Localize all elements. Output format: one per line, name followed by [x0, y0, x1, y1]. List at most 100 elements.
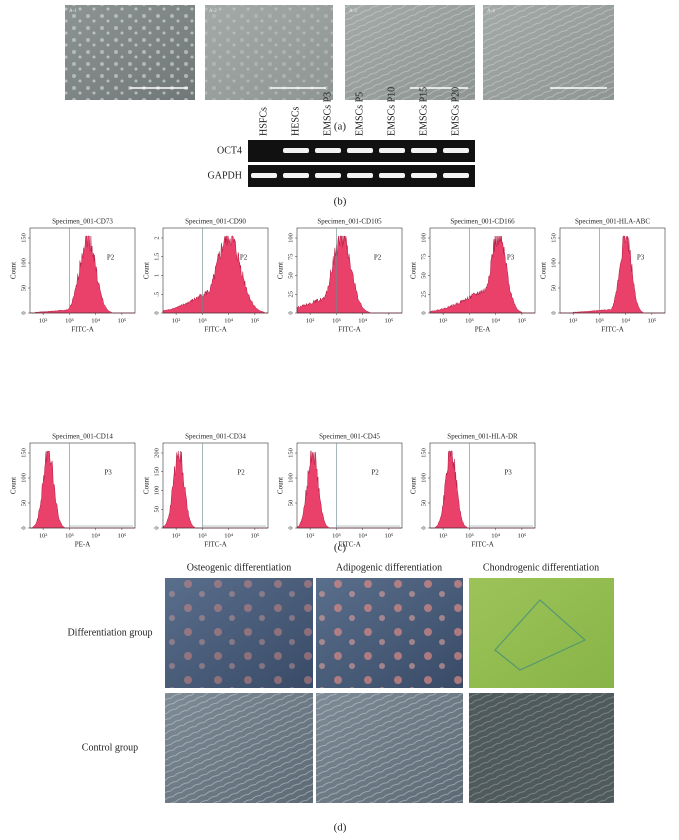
x-tick-label: 10⁴	[91, 317, 101, 324]
gate-label: P3	[637, 254, 645, 262]
y-tick-label: 0	[20, 526, 27, 529]
plot-frame	[29, 227, 136, 314]
y-tick-label: 100	[20, 258, 27, 268]
y-tick-label: 25	[287, 291, 294, 298]
y-tick-label: .5	[153, 292, 160, 297]
x-tick-label: 10⁴	[491, 532, 501, 539]
x-tick-label: 10²	[39, 317, 48, 324]
x-axis-label: FITC-A	[71, 326, 94, 334]
x-axis-label: FITC-A	[204, 326, 227, 334]
band	[347, 148, 373, 153]
y-tick-label: 0	[153, 311, 160, 314]
plot-frame	[429, 442, 536, 529]
image-label: A-1	[69, 9, 77, 14]
x-tick-label: 10⁵	[117, 532, 126, 539]
band	[411, 148, 437, 153]
image-label: A-2	[209, 9, 217, 14]
lane-label: EMSCs P3	[322, 92, 333, 136]
band	[379, 173, 405, 178]
y-axis-label: Count	[277, 262, 285, 279]
band	[443, 148, 469, 153]
band	[411, 173, 437, 178]
plot-title: Specimen_001-CD73	[52, 218, 113, 226]
y-tick-label: 0	[420, 526, 427, 529]
x-tick-label: 10⁴	[224, 532, 234, 539]
gate-label: P2	[237, 469, 245, 477]
x-tick-label: 10⁴	[91, 532, 101, 539]
x-tick-label: 10⁴	[491, 317, 501, 324]
band	[251, 173, 277, 178]
histogram	[162, 235, 268, 314]
plot-frame	[296, 227, 403, 314]
y-tick-label: 100	[20, 473, 27, 483]
histogram	[162, 450, 268, 529]
y-tick-label: 0	[153, 526, 160, 529]
y-tick-label: 1	[153, 274, 160, 277]
x-tick-label: 10³	[65, 532, 74, 539]
histogram	[430, 450, 535, 529]
band	[379, 148, 405, 153]
column-header: Adipogenic differentiation	[336, 562, 442, 573]
band	[443, 173, 469, 178]
row-label: Control group	[82, 742, 138, 753]
y-tick-label: 75	[287, 254, 294, 261]
x-tick-label: 10⁵	[384, 532, 393, 539]
lane-label: HESCs	[290, 106, 301, 136]
x-tick-label: 10²	[172, 532, 181, 539]
band	[283, 148, 309, 153]
y-tick-label: 150	[20, 448, 27, 458]
x-tick-label: 10⁴	[224, 317, 234, 324]
y-axis-label: Count	[143, 477, 151, 494]
y-tick-label: 2	[153, 236, 160, 239]
plot-frame	[29, 442, 136, 529]
y-axis-label: Count	[410, 262, 418, 279]
y-tick-label: 150	[20, 233, 27, 243]
x-axis-label: PE-A	[75, 541, 91, 549]
lane-label: HSFCs	[258, 107, 269, 136]
x-tick-label: 10⁵	[517, 317, 526, 324]
caption: (b)	[334, 196, 347, 208]
y-tick-label: 50	[20, 285, 27, 292]
x-tick-label: 10²	[439, 317, 448, 324]
x-tick-label: 10²	[39, 532, 48, 539]
y-tick-label: 0	[550, 311, 557, 314]
y-tick-label: 1.5	[153, 253, 160, 261]
x-axis-label: FITC-A	[338, 326, 361, 334]
y-tick-label: 50	[550, 285, 557, 292]
caption: (d)	[334, 822, 347, 834]
y-axis-label: Count	[540, 262, 548, 279]
gate-label: P2	[107, 254, 115, 262]
texture	[165, 578, 313, 688]
plot-frame	[162, 442, 269, 529]
gate-label: P3	[104, 469, 112, 477]
micrograph	[469, 578, 614, 688]
y-tick-label: 50	[153, 506, 160, 513]
y-tick-label: 100	[153, 486, 160, 496]
x-tick-label: 10⁴	[358, 532, 368, 539]
y-axis-label: Count	[143, 262, 151, 279]
y-tick-label: 100	[420, 473, 427, 483]
row-label: GAPDH	[208, 170, 242, 181]
plot-title: Specimen_001-CD45	[319, 433, 380, 441]
plot-frame	[429, 227, 536, 314]
y-tick-label: 100	[287, 473, 294, 483]
plot-title: Specimen_001-CD166	[450, 218, 515, 226]
gate-label: P2	[374, 254, 382, 262]
x-tick-label: 10³	[595, 317, 604, 324]
plot-title: Specimen_001-CD34	[185, 433, 246, 441]
texture	[205, 5, 333, 100]
y-tick-label: 0	[20, 311, 27, 314]
x-tick-label: 10⁵	[384, 317, 393, 324]
texture	[483, 5, 614, 100]
gate-label: P2	[240, 254, 248, 262]
y-tick-label: 50	[420, 500, 427, 507]
texture	[494, 599, 587, 671]
y-tick-label: 200	[153, 448, 160, 458]
y-tick-label: 0	[287, 311, 294, 314]
y-tick-label: 150	[287, 448, 294, 458]
lane-label: EMSCs P10	[386, 87, 397, 136]
x-tick-label: 10²	[569, 317, 578, 324]
y-tick-label: 150	[550, 233, 557, 243]
histogram	[30, 235, 135, 314]
